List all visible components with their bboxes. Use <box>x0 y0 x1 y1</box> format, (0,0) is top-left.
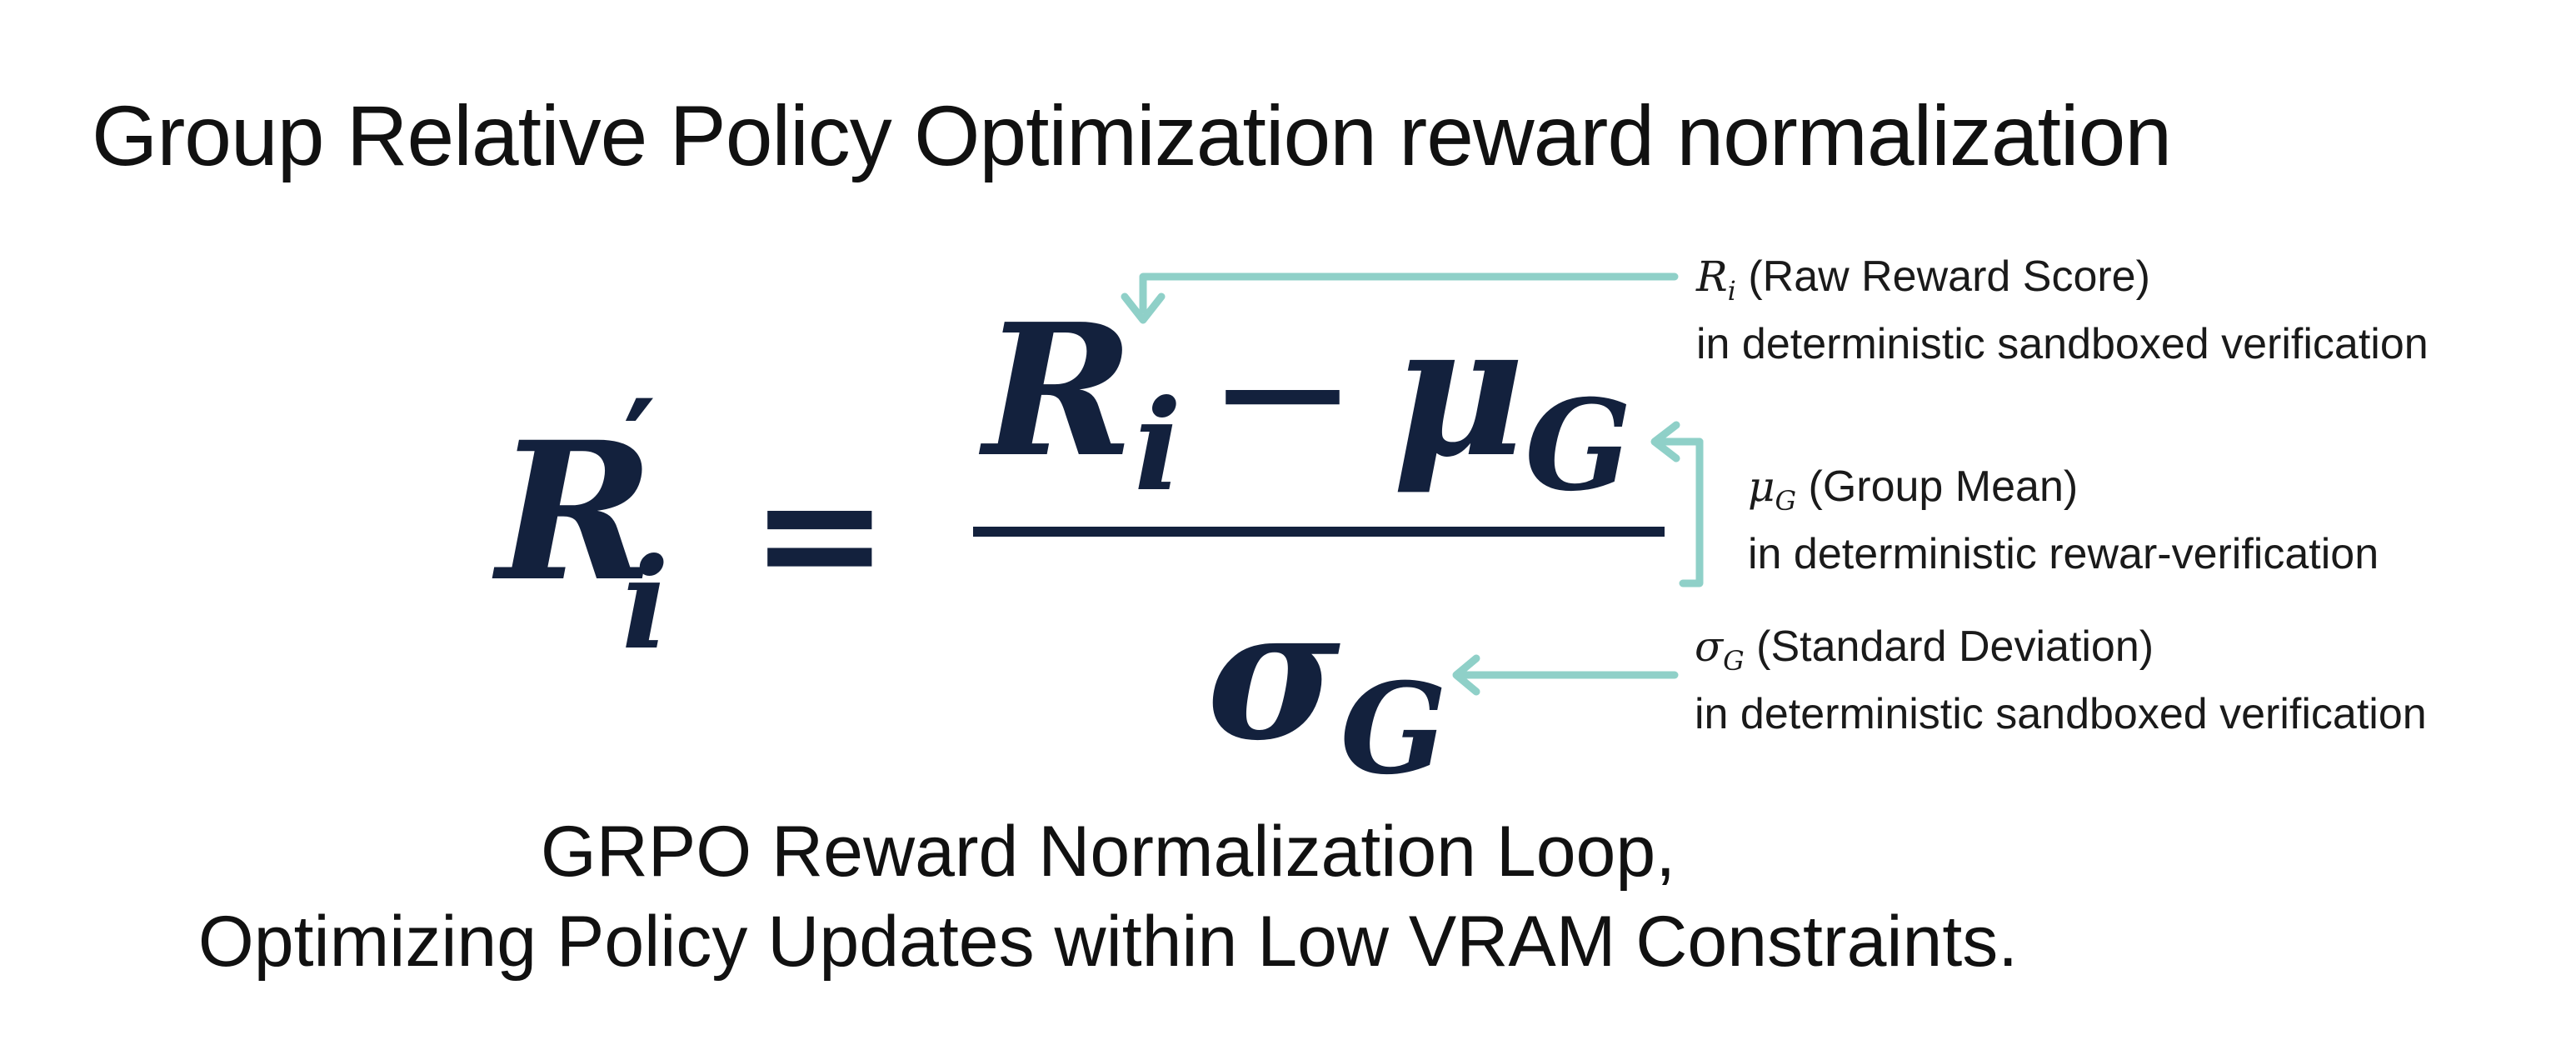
fraction-bar <box>973 527 1665 537</box>
numerator-subscript: i <box>1134 372 1182 519</box>
annotation-group-mean-label: (Group Mean) <box>1808 462 2079 511</box>
annotation-group-mean-symbol: μG <box>1748 462 1797 517</box>
numerator-symbol: R <box>983 284 1135 498</box>
annotation-raw-reward-detail: in deterministic sandboxed verification <box>1696 320 2429 368</box>
annotation-raw-reward: Ri (Raw Reward Score) in deterministic s… <box>1696 250 2429 371</box>
lhs-subscript: i <box>622 531 669 678</box>
caption-line-1: GRPO Reward Normalization Loop, <box>540 812 1676 892</box>
formula-lhs: R ′ i <box>497 383 669 667</box>
annotation-group-mean: μG (Group Mean) in deterministic rewar-v… <box>1748 460 2379 581</box>
minus-sign: − <box>1206 287 1359 498</box>
mean-symbol: μ <box>1391 284 1525 498</box>
formula-numerator: Ri − μG <box>983 300 1632 508</box>
annotation-raw-reward-label: (Raw Reward Score) <box>1748 252 2150 301</box>
caption-line-2: Optimizing Policy Updates within Low VRA… <box>197 902 2019 982</box>
annotation-std-dev-label: (Standard Deviation) <box>1756 622 2154 671</box>
annotation-std-dev: σG (Standard Deviation) in deterministic… <box>1695 620 2427 741</box>
lhs-prime: ′ <box>623 372 656 519</box>
arrow-group-mean-head <box>1650 421 1680 462</box>
arrow-raw-reward-head <box>1121 292 1166 324</box>
mean-subscript: G <box>1525 372 1632 519</box>
lhs-symbol: R <box>497 400 655 623</box>
diagram-title: Group Relative Policy Optimization rewar… <box>92 88 2172 183</box>
diagram-caption: GRPO Reward Normalization Loop, Optimizi… <box>0 807 2216 987</box>
arrow-std-dev-head <box>1452 654 1480 696</box>
annotation-std-dev-detail: in deterministic sandboxed verification <box>1695 690 2427 738</box>
formula-denominator: σG <box>1206 583 1447 792</box>
arrow-raw-reward <box>1139 272 1679 314</box>
annotation-raw-reward-symbol: Ri <box>1696 252 1736 307</box>
annotation-group-mean-detail: in deterministic rewar-verification <box>1748 530 2379 578</box>
denominator-symbol: σ <box>1206 568 1340 781</box>
arrow-group-mean <box>1679 438 1704 588</box>
denominator-subscript: G <box>1340 656 1447 802</box>
annotation-std-dev-symbol: σG <box>1695 622 1745 677</box>
equals-sign: = <box>750 435 890 631</box>
